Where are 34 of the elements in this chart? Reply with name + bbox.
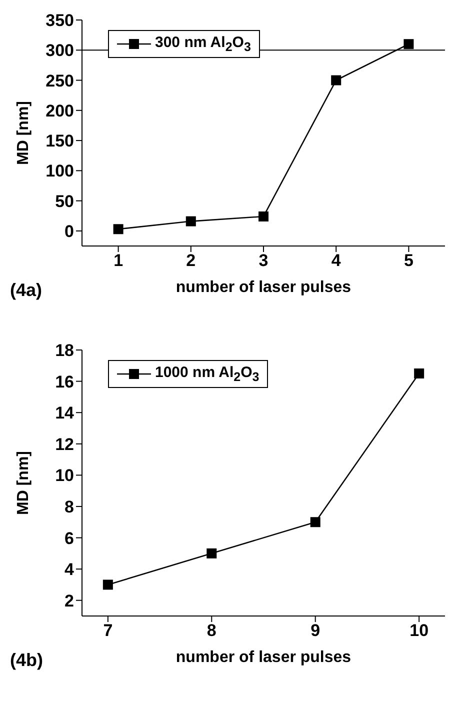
legend-label: 1000 nm Al$_{2}$O$_{3}$ <box>155 364 260 384</box>
x-tick-label: 10 <box>410 621 429 640</box>
y-tick-label: 2 <box>64 591 74 610</box>
y-tick-label: 14 <box>55 404 75 423</box>
x-tick-label: 1 <box>114 251 124 270</box>
y-tick-label: 50 <box>55 192 74 211</box>
x-tick-label: 5 <box>404 251 414 270</box>
y-tick-label: 18 <box>55 341 74 360</box>
y-tick-label: 0 <box>64 222 74 241</box>
x-tick-label: 3 <box>258 251 268 270</box>
y-tick-label: 12 <box>55 434 74 454</box>
text: (4a) <box>10 280 42 301</box>
x-tick-label: 9 <box>310 621 320 640</box>
y-tick-label: 8 <box>64 498 74 517</box>
x-tick-label: 8 <box>206 621 216 640</box>
legend-label: 300 nm Al$_{2}$O$_{3}$ <box>155 34 251 54</box>
y-tick-label: 300 <box>46 41 74 60</box>
y-tick-label: 250 <box>46 71 74 90</box>
y-tick-label: 100 <box>46 162 74 181</box>
y-tick-label: 10 <box>55 466 74 486</box>
text: (4b) <box>10 650 43 671</box>
y-tick-label: 350 <box>46 11 74 30</box>
y-tick-label: 6 <box>64 528 74 548</box>
y-tick-label: 150 <box>46 132 74 151</box>
y-tick-label: 16 <box>55 372 74 392</box>
y-axis-title: MD [nm] <box>15 451 32 515</box>
y-tick-label: 4 <box>64 560 75 580</box>
x-axis-title: number of laser pulses <box>176 649 352 666</box>
y-axis-title: MD [nm] <box>15 101 32 165</box>
x-tick-label: 7 <box>103 621 113 640</box>
y-tick-label: 200 <box>46 101 74 120</box>
x-axis-title: number of laser pulses <box>176 279 352 296</box>
x-tick-label: 2 <box>186 251 196 270</box>
x-tick-label: 4 <box>331 251 342 270</box>
